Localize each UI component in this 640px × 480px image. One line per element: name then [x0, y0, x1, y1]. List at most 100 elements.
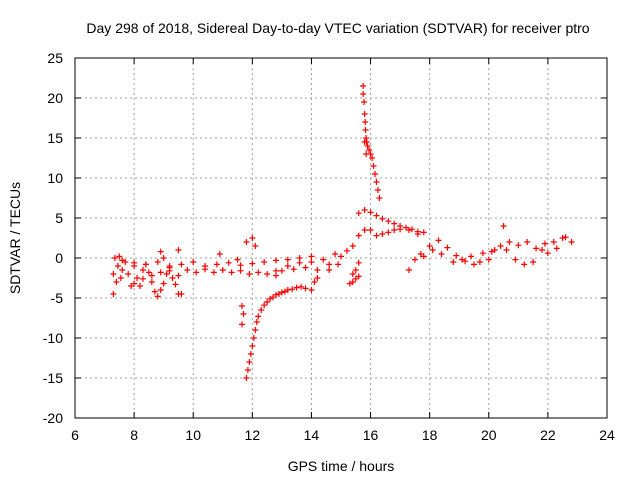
data-point [139, 267, 146, 273]
data-point [264, 271, 271, 277]
data-point [541, 240, 548, 247]
data-point [110, 271, 117, 277]
x-tick-label: 22 [540, 427, 556, 443]
data-point [363, 151, 370, 157]
data-point [160, 255, 167, 261]
data-point [234, 256, 241, 263]
y-tick-label: -10 [43, 330, 63, 346]
y-tick-label: -15 [43, 370, 63, 386]
x-axis-ticks: 6 8 10 12 14 16 18 20 22 24 [71, 58, 615, 443]
data-point [343, 247, 350, 254]
data-point [361, 139, 368, 145]
y-tick-label: 25 [47, 50, 63, 66]
data-point [284, 256, 291, 263]
plot-frame [74, 57, 608, 419]
data-point [544, 250, 551, 257]
data-point [151, 288, 158, 295]
data-point [370, 163, 377, 169]
data-point [373, 179, 380, 185]
data-point [361, 227, 368, 233]
y-tick-label: -20 [43, 410, 63, 426]
data-point [113, 279, 120, 285]
data-point [355, 259, 362, 266]
data-point [408, 226, 415, 233]
data-point [116, 253, 123, 260]
data-point [405, 227, 412, 233]
data-point [302, 264, 309, 271]
data-point [349, 243, 356, 249]
data-point [366, 147, 373, 153]
data-point [272, 272, 279, 279]
y-tick-label: 15 [47, 130, 63, 146]
data-point [237, 267, 244, 274]
data-point [326, 261, 333, 268]
data-point [219, 267, 226, 273]
data-point [376, 195, 383, 201]
data-point [243, 239, 250, 245]
data-point [142, 261, 149, 268]
data-point [559, 235, 566, 241]
data-point [178, 261, 185, 268]
data-point [362, 127, 369, 133]
data-point [178, 291, 185, 297]
data-point [538, 247, 545, 253]
data-point [332, 251, 339, 257]
data-point [369, 155, 376, 161]
data-point [131, 280, 138, 287]
data-point [361, 111, 368, 117]
data-point [255, 269, 262, 276]
data-point [246, 359, 253, 365]
data-point [148, 272, 155, 279]
data-points [110, 83, 575, 381]
data-point [429, 247, 436, 253]
data-point [134, 275, 141, 281]
data-point [139, 275, 146, 282]
data-point [397, 226, 404, 233]
data-point [476, 259, 483, 265]
data-point [379, 215, 386, 222]
data-point [237, 262, 244, 269]
data-point [352, 267, 359, 273]
data-point [553, 245, 560, 252]
data-point [371, 171, 378, 177]
data-point [246, 271, 253, 277]
data-point [278, 289, 285, 296]
data-point [367, 227, 374, 233]
data-point [293, 284, 300, 291]
data-point [391, 220, 398, 227]
data-point [255, 313, 262, 320]
data-point [355, 210, 362, 217]
data-point [355, 232, 362, 239]
data-point [119, 267, 126, 273]
y-tick-label: 20 [47, 90, 63, 106]
data-point [264, 299, 271, 305]
data-point [145, 269, 152, 276]
data-point [193, 269, 200, 276]
data-point [154, 259, 161, 265]
data-point [444, 244, 451, 251]
data-point [202, 263, 209, 269]
data-point [362, 119, 369, 125]
data-point [238, 321, 245, 328]
data-point [290, 266, 297, 273]
grid [75, 58, 607, 418]
data-point [258, 307, 265, 313]
data-point [367, 209, 374, 216]
y-tick-label: -5 [51, 290, 64, 306]
data-point [157, 269, 164, 276]
x-tick-label: 8 [130, 427, 138, 443]
data-point [374, 187, 381, 193]
data-point [154, 293, 161, 300]
data-point [355, 273, 362, 280]
data-point [175, 247, 182, 253]
data-point [349, 271, 356, 277]
data-point [349, 279, 356, 285]
x-tick-label: 6 [71, 427, 79, 443]
data-point [373, 232, 380, 239]
data-point [468, 253, 475, 260]
data-point [479, 250, 486, 257]
data-point [190, 259, 197, 265]
data-point [252, 327, 259, 333]
data-point [110, 291, 117, 297]
data-point [530, 259, 537, 265]
